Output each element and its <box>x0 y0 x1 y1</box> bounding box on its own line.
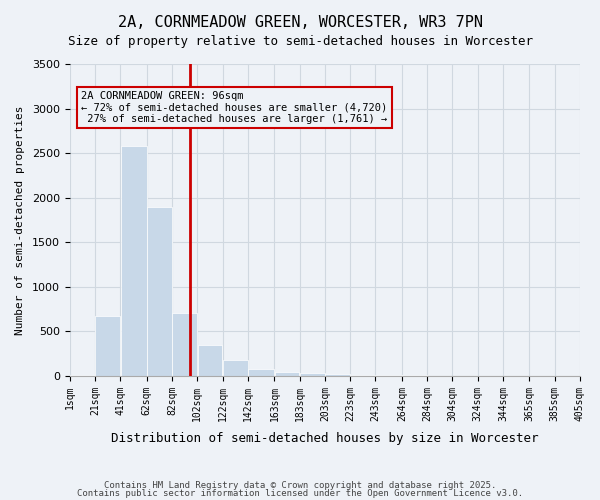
Bar <box>197 344 222 376</box>
X-axis label: Distribution of semi-detached houses by size in Worcester: Distribution of semi-detached houses by … <box>111 432 539 445</box>
Bar <box>223 360 248 376</box>
Text: Contains HM Land Registry data © Crown copyright and database right 2025.: Contains HM Land Registry data © Crown c… <box>104 481 496 490</box>
Text: Size of property relative to semi-detached houses in Worcester: Size of property relative to semi-detach… <box>67 35 533 48</box>
Bar <box>95 316 120 376</box>
Bar <box>376 375 401 376</box>
Bar <box>350 375 375 376</box>
Text: Contains public sector information licensed under the Open Government Licence v3: Contains public sector information licen… <box>77 488 523 498</box>
Bar <box>275 372 299 376</box>
Text: 2A, CORNMEADOW GREEN, WORCESTER, WR3 7PN: 2A, CORNMEADOW GREEN, WORCESTER, WR3 7PN <box>118 15 482 30</box>
Text: 2A CORNMEADOW GREEN: 96sqm
← 72% of semi-detached houses are smaller (4,720)
 27: 2A CORNMEADOW GREEN: 96sqm ← 72% of semi… <box>81 90 388 124</box>
Y-axis label: Number of semi-detached properties: Number of semi-detached properties <box>15 105 25 334</box>
Bar <box>172 312 197 376</box>
Bar <box>325 374 350 376</box>
Bar <box>147 206 172 376</box>
Bar <box>121 146 146 376</box>
Bar <box>248 369 274 376</box>
Bar <box>300 373 325 376</box>
